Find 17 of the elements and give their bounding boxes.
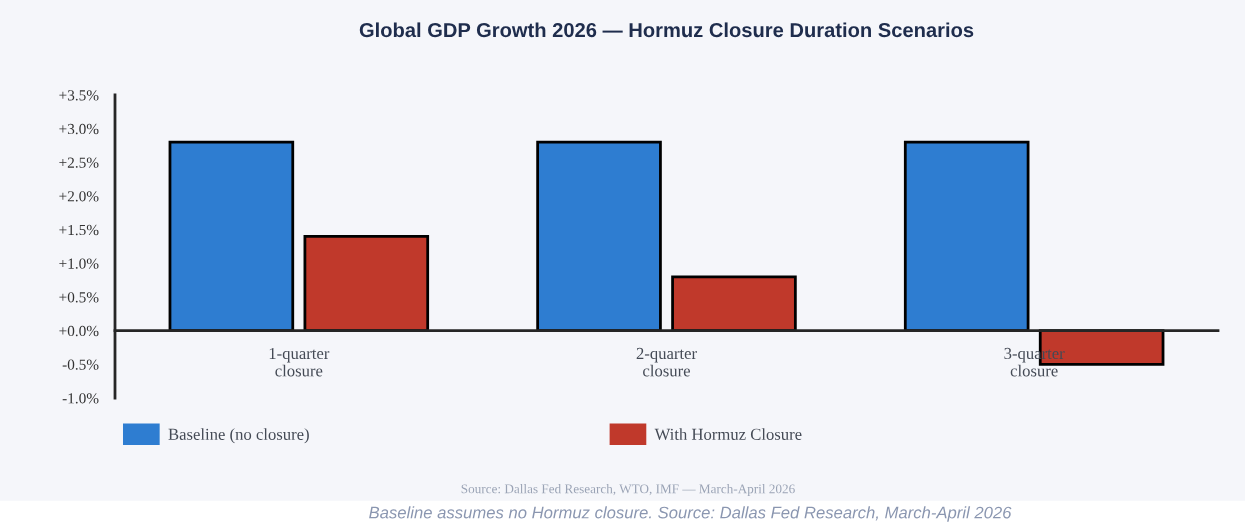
text: Baseline assumes no Hormuz closure. Source: Dallas Fed Research, March-April 2026 (369, 506, 1012, 522)
y-tick-label: +2.5% (59, 157, 99, 168)
y-tick-label: +2.0% (59, 191, 99, 202)
y-tick-label: +0.0% (59, 325, 99, 337)
y-tick-label: +0.5% (59, 292, 99, 303)
x-tick-label: 1-quarter closure (269, 347, 330, 377)
y-tick-label: +3.0% (59, 123, 99, 135)
y-tick-label: +3.5% (59, 90, 99, 101)
y-tick-label: -0.5% (62, 359, 99, 370)
chart-title: Global GDP Growth 2026 — Hormuz Closure Duration Scenarios (359, 22, 974, 38)
y-tick-label: -1.0% (62, 393, 99, 404)
y-tick-label: +1.5% (59, 224, 99, 236)
legend-label: With Hormuz Closure (654, 428, 802, 440)
source-note: Source: Dallas Fed Research, WTO, IMF — March-April 2026 (461, 484, 795, 496)
legend-label: Baseline (no closure) (168, 428, 309, 444)
y-tick-label: +1.0% (59, 258, 99, 269)
x-tick-label: 2-quarter closure (636, 347, 697, 377)
